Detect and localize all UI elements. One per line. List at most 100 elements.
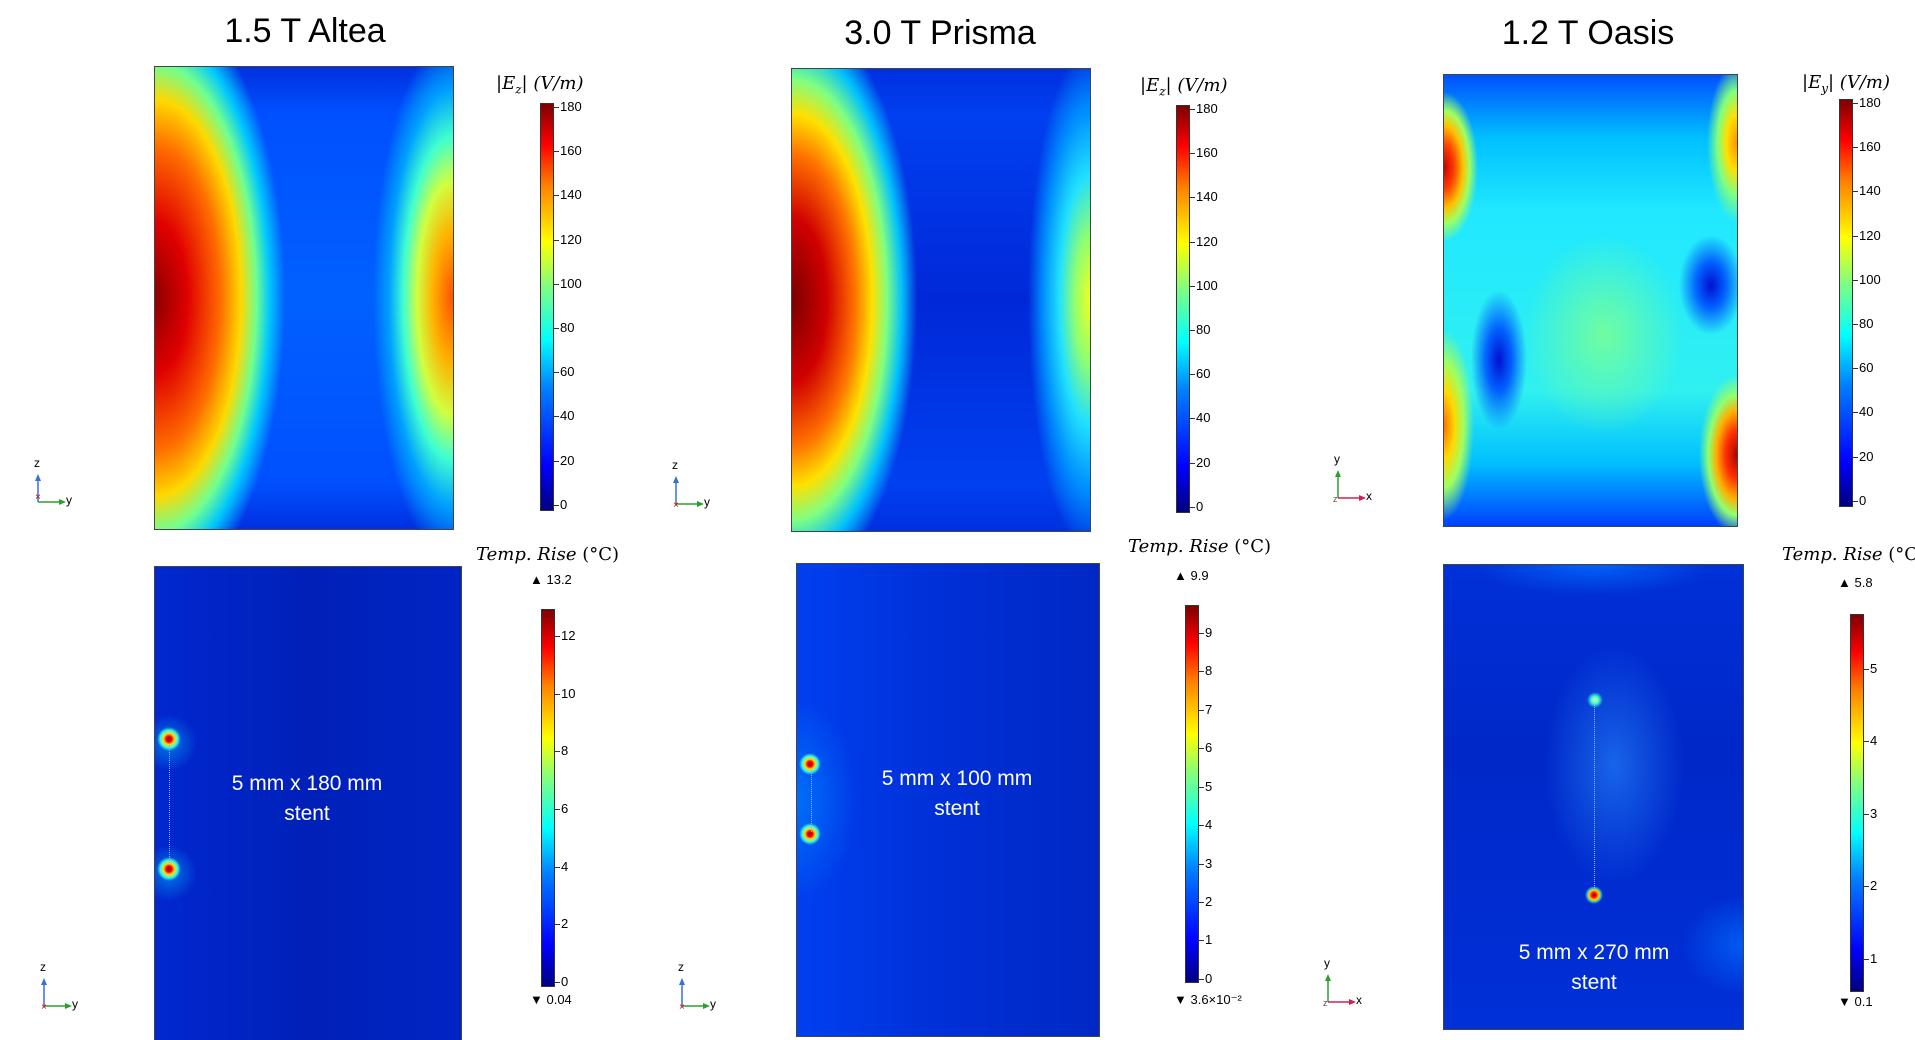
- colorbar-tick-label: 3: [1198, 855, 1213, 871]
- colorbar-tick-label: 9: [1198, 625, 1213, 640]
- colorbar-tick-label: 20: [553, 452, 575, 468]
- panel-2-temp-max: ▲ 9.9: [1174, 568, 1209, 583]
- colorbar-tick-label: 180: [1853, 95, 1881, 110]
- colorbar-tick-label: 4: [1863, 733, 1878, 749]
- svg-text:z: z: [1333, 494, 1338, 504]
- panel-1-stent-label: 5 mm x 180 mm stent: [231, 772, 383, 825]
- panel-3-stent-label: 5 mm x 270 mm stent: [1518, 941, 1670, 994]
- panel-1-efield-map: [155, 67, 453, 529]
- colorbar-tick-label: 120: [554, 231, 582, 247]
- colorbar-tick-label: 5: [1863, 661, 1878, 676]
- colorbar-tick-label: 2: [1198, 894, 1213, 910]
- panel-1-efield-label: |Ez| (V/m): [496, 73, 584, 97]
- panel-1-temp-map: [155, 567, 461, 1040]
- colorbar-tick-label: 80: [553, 320, 575, 336]
- colorbar-tick-label: 0: [1198, 970, 1213, 986]
- panel-2-stent-label: 5 mm x 100 mm stent: [881, 767, 1033, 820]
- panel-1-temp-colorbar: [541, 609, 555, 987]
- panel-3-temp-min: ▼ 0.1: [1838, 994, 1873, 1009]
- panel-3-axes-top: z y x: [1330, 452, 1378, 506]
- panel-1-temp-min: ▼ 0.04: [530, 992, 572, 1007]
- colorbar-tick-label: 180: [1190, 101, 1218, 116]
- colorbar-tick-label: 3: [1863, 805, 1878, 821]
- colorbar-tick-label: 60: [1852, 360, 1874, 376]
- colorbar-tick-label: 140: [1853, 183, 1881, 199]
- colorbar-tick-label: 7: [1198, 701, 1213, 717]
- panel-2-axes-top: × z y: [668, 458, 716, 512]
- panel-3-title: 1.2 T Oasis: [1501, 14, 1675, 52]
- panel-2-temp-colorbar: [1185, 605, 1199, 983]
- colorbar-tick-label: 0: [1852, 492, 1867, 508]
- panel-3-axes-bottom: z y x: [1320, 956, 1368, 1010]
- panel-2-temp-map: [797, 564, 1099, 1036]
- svg-text:×: ×: [41, 1002, 47, 1013]
- colorbar-tick-label: 100: [1853, 271, 1881, 287]
- colorbar-tick-label: 120: [1853, 227, 1881, 243]
- colorbar-tick-label: 4: [554, 858, 569, 874]
- colorbar-tick-label: 100: [1190, 277, 1218, 293]
- panel-2-stent-wire: [811, 770, 813, 832]
- panel-3-temp-colorbar: [1850, 614, 1864, 992]
- axis-label-v: z: [34, 456, 40, 470]
- colorbar-tick-label: 180: [554, 99, 582, 114]
- axis-label-h: x: [1366, 489, 1372, 503]
- panel-2-title: 3.0 T Prisma: [844, 14, 1036, 52]
- panel-3-efield-colorbar: [1839, 99, 1853, 507]
- axis-label-h: y: [72, 997, 78, 1011]
- axis-label-h: y: [710, 997, 716, 1011]
- svg-text:×: ×: [35, 492, 41, 503]
- panel-1-axes-top: × z y: [30, 456, 78, 510]
- axis-label-h: y: [704, 495, 710, 509]
- colorbar-tick-label: 1: [1863, 950, 1878, 966]
- colorbar-tick-label: 0: [554, 973, 569, 989]
- colorbar-tick-label: 40: [1852, 404, 1874, 420]
- svg-text:×: ×: [673, 500, 679, 511]
- colorbar-tick-label: 160: [1190, 145, 1218, 161]
- panel-1-efield-colorbar: [540, 103, 554, 511]
- panel-1-temp-max: ▲ 13.2: [530, 572, 572, 587]
- colorbar-tick-label: 0: [553, 496, 568, 512]
- panel-2-temp-label: Temp. Rise (°C): [1128, 536, 1272, 557]
- colorbar-tick-label: 5: [1198, 778, 1213, 794]
- panel-2-axes-bottom: × z y: [674, 960, 722, 1014]
- panel-1-temp-label: Temp. Rise (°C): [476, 544, 620, 565]
- colorbar-tick-label: 160: [554, 143, 582, 159]
- svg-text:×: ×: [679, 1002, 685, 1013]
- panel-2-efield-label: |Ez| (V/m): [1140, 75, 1228, 99]
- colorbar-tick-label: 10: [554, 685, 576, 701]
- panel-1-title: 1.5 T Altea: [224, 12, 386, 50]
- colorbar-tick-label: 80: [1189, 322, 1211, 338]
- colorbar-tick-label: 12: [554, 628, 576, 643]
- colorbar-tick-label: 20: [1852, 448, 1874, 464]
- panel-2-efield-colorbar: [1176, 105, 1190, 513]
- colorbar-tick-label: 8: [554, 743, 569, 759]
- colorbar-tick-label: 140: [1190, 189, 1218, 205]
- colorbar-tick-label: 120: [1190, 233, 1218, 249]
- axis-label-v: z: [40, 960, 46, 974]
- panel-3-temp-map: [1444, 565, 1743, 1029]
- colorbar-tick-label: 60: [553, 364, 575, 380]
- axis-label-h: x: [1356, 993, 1362, 1007]
- axis-label-v: y: [1324, 956, 1330, 970]
- panel-3-stent-wire: [1594, 705, 1596, 890]
- panel-1-stent-wire: [169, 745, 171, 865]
- colorbar-tick-label: 6: [554, 800, 569, 816]
- axis-label-h: y: [66, 493, 72, 507]
- svg-text:z: z: [1323, 998, 1328, 1008]
- colorbar-tick-label: 1: [1198, 932, 1213, 948]
- colorbar-tick-label: 60: [1189, 366, 1211, 382]
- colorbar-tick-label: 6: [1198, 740, 1213, 756]
- colorbar-tick-label: 140: [554, 187, 582, 203]
- colorbar-tick-label: 2: [1863, 878, 1878, 894]
- colorbar-tick-label: 2: [554, 916, 569, 932]
- colorbar-tick-label: 20: [1189, 454, 1211, 470]
- colorbar-tick-label: 80: [1852, 316, 1874, 332]
- colorbar-tick-label: 40: [1189, 410, 1211, 426]
- colorbar-tick-label: 160: [1853, 139, 1881, 155]
- axis-label-v: z: [672, 458, 678, 472]
- panel-3-temp-max: ▲ 5.8: [1838, 575, 1873, 590]
- axis-label-v: z: [678, 960, 684, 974]
- colorbar-tick-label: 40: [553, 408, 575, 424]
- colorbar-tick-label: 0: [1189, 498, 1204, 514]
- colorbar-tick-label: 100: [554, 275, 582, 291]
